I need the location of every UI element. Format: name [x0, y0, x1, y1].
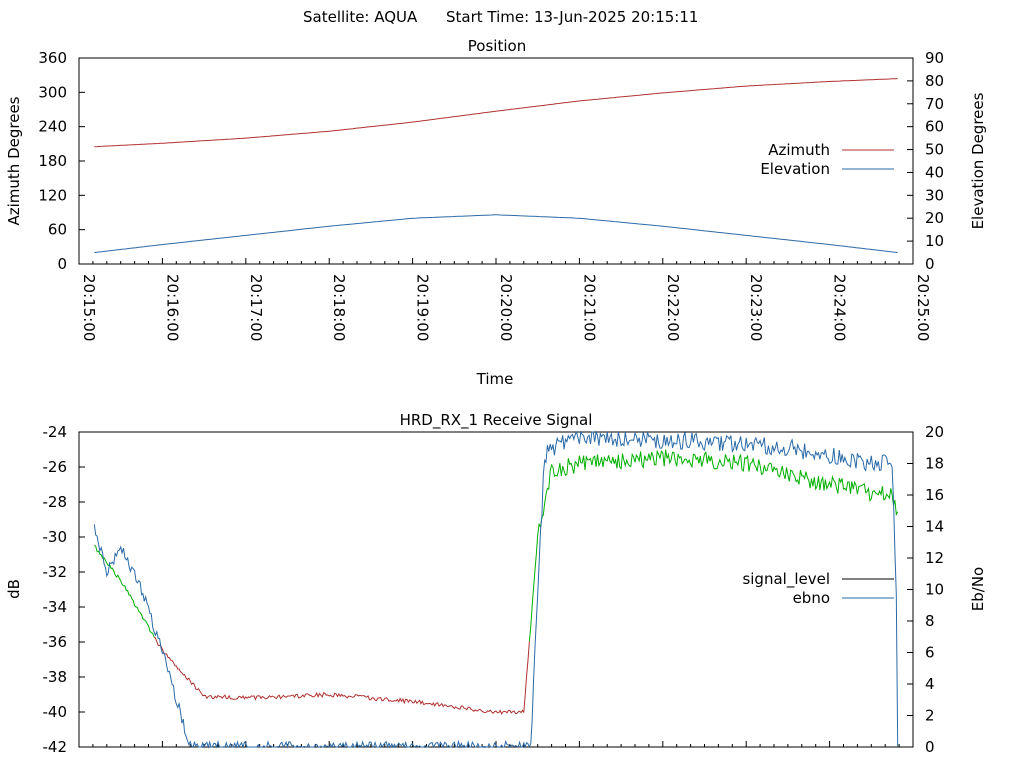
y-tick-label: -32 [43, 563, 68, 581]
x-tick-label: 20:19:00 [414, 274, 432, 341]
position-axes: 0 60 120 180 240 300 360 0 10 20 30 40 50 60 70 80 90 20:… [38, 49, 944, 341]
plot-frame [78, 431, 914, 748]
x-tick-label: 20:20:00 [497, 274, 515, 341]
y-tick-label: 360 [38, 49, 67, 67]
legend-label: signal_level [742, 570, 830, 589]
y2-tick-label: 50 [925, 141, 944, 159]
position-y2label: Elevation Degrees [969, 92, 987, 229]
y-tick-label: 180 [38, 152, 67, 170]
x-tick-label: 20:22:00 [664, 274, 682, 341]
position-ylabel: Azimuth Degrees [5, 96, 23, 225]
y-tick-label: -36 [43, 633, 68, 651]
y2-tick-label: 70 [925, 95, 944, 113]
y-tick-label: -28 [43, 493, 68, 511]
x-tick-label: 20:21:00 [580, 274, 598, 341]
y-tick-label: 120 [38, 186, 67, 204]
x-tick-label: 20:25:00 [914, 274, 932, 341]
y2-tick-label: 30 [925, 186, 944, 204]
signal-series [93, 430, 899, 749]
y-tick-label: -38 [43, 668, 68, 686]
y2-tick-label: 18 [925, 455, 944, 473]
elevation-line [94, 214, 898, 254]
y-tick-label: -26 [43, 458, 68, 476]
y-tick-label: -24 [43, 423, 68, 441]
position-chart: Position Azimuth Degrees Elevation Degre… [5, 37, 987, 388]
y2-tick-label: 0 [925, 255, 935, 273]
y2-tick-label: 20 [925, 209, 944, 227]
y2-tick-label: 40 [925, 163, 944, 181]
y2-tick-label: 2 [925, 707, 935, 725]
position-title: Position [468, 37, 526, 55]
legend-label: Elevation [760, 160, 830, 178]
y-tick-label: 300 [38, 83, 67, 101]
ebno-line [93, 430, 899, 749]
y-tick-label: 60 [48, 221, 67, 239]
signal-title: HRD_RX_1 Receive Signal [400, 411, 593, 430]
y2-tick-label: 14 [925, 518, 944, 536]
y2-tick-label: 60 [925, 118, 944, 136]
signal-chart: HRD_RX_1 Receive Signal dB Eb/No -42-40-… [5, 411, 987, 756]
y-tick-label: -34 [43, 598, 68, 616]
legend-label: ebno [793, 589, 830, 607]
y2-tick-label: 8 [925, 612, 935, 630]
signal-plot-area [78, 431, 914, 748]
x-tick-label: 20:24:00 [831, 274, 849, 341]
y-tick-label: 0 [57, 255, 67, 273]
start-time-label: Start Time: 13-Jun-2025 20:15:11 [446, 8, 698, 26]
signal-level-line [153, 636, 530, 715]
y-tick-label: -40 [43, 703, 68, 721]
y2-tick-label: 10 [925, 581, 944, 599]
x-tick-label: 20:16:00 [163, 274, 181, 341]
y2-tick-label: 80 [925, 72, 944, 90]
y2-tick-label: 6 [925, 644, 935, 662]
y2-tick-label: 4 [925, 675, 935, 693]
signal-axes: -42 -40 -38 -36 -34 -32 -30 -28 -26 -24 0 2 4 6 8 10 12 1… [43, 423, 945, 756]
y2-tick-label: 0 [925, 738, 935, 756]
y2-tick-label: 10 [925, 232, 944, 250]
y2-tick-label: 12 [925, 549, 944, 567]
signal-ylabel: dB [5, 579, 23, 599]
y-tick-label: -30 [43, 528, 68, 546]
signal-level-line [528, 449, 899, 642]
y2-tick-label: 90 [925, 49, 944, 67]
signal-y2label: Eb/No [969, 567, 987, 611]
signal-level-line [93, 544, 155, 638]
satellite-label: Satellite: AQUA [303, 8, 418, 26]
legend-label: Azimuth [768, 141, 830, 159]
x-tick-label: 20:23:00 [747, 274, 765, 341]
x-tick-label: 20:17:00 [247, 274, 265, 341]
position-xlabel: Time [476, 370, 514, 388]
y-tick-label: -42 [43, 738, 68, 756]
y-tick-label: 240 [38, 118, 67, 136]
azimuth-line [94, 78, 898, 148]
y2-tick-label: 20 [925, 423, 944, 441]
x-tick-label: 20:18:00 [330, 274, 348, 341]
x-tick-label: 20:15:00 [80, 274, 98, 341]
position-series [94, 78, 898, 254]
y2-tick-label: 16 [925, 486, 944, 504]
